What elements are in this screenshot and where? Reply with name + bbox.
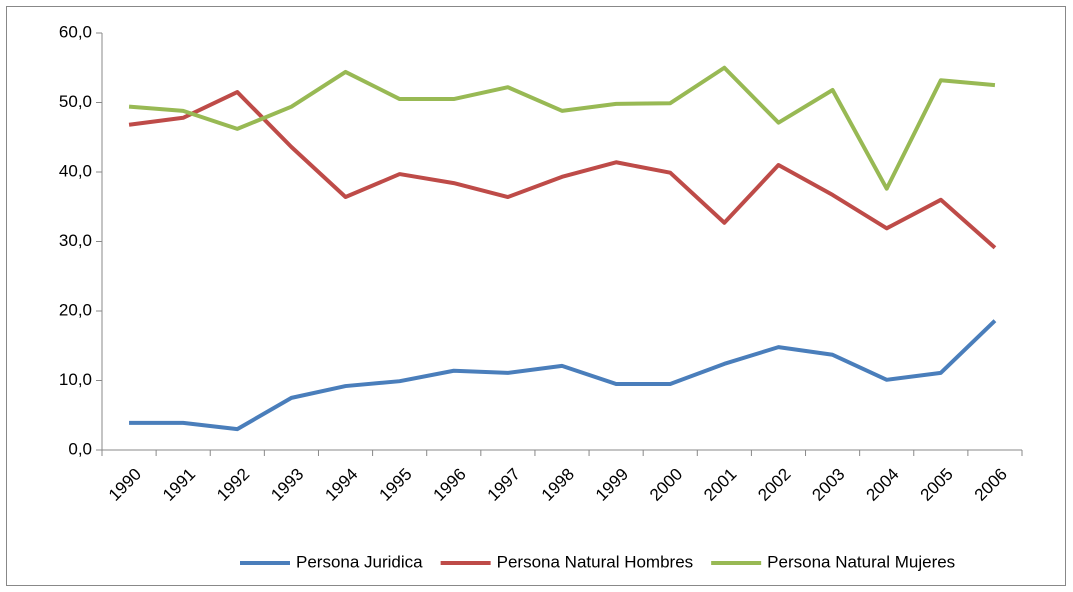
y-tick-label: 0,0 (68, 439, 92, 458)
x-tick-label: 1990 (105, 465, 145, 505)
x-tick-label: 1999 (592, 465, 632, 505)
x-tick-label: 1998 (538, 465, 578, 505)
x-tick-label: 2003 (808, 465, 848, 505)
x-tick-label: 2002 (754, 465, 794, 505)
series-line (128, 65, 996, 191)
x-tick-label: 2004 (863, 465, 903, 505)
y-tick-label: 40,0 (59, 161, 92, 180)
chart-border (6, 6, 1066, 586)
series-line (129, 319, 997, 432)
x-tick-label: 1995 (375, 465, 415, 505)
x-tick-label: 2001 (700, 465, 740, 505)
y-tick-label: 50,0 (59, 92, 92, 111)
series-line (128, 90, 997, 250)
x-tick-label: 1993 (267, 465, 307, 505)
y-tick-label: 20,0 (59, 300, 92, 319)
x-tick-label: 2005 (917, 465, 957, 505)
x-tick-label: 1996 (430, 465, 470, 505)
y-tick-label: 30,0 (59, 231, 92, 250)
legend-label: Persona Juridica (296, 552, 423, 571)
x-tick-label: 1994 (321, 465, 361, 505)
legend-label: Persona Natural Mujeres (767, 552, 955, 571)
x-tick-label: 2006 (971, 465, 1011, 505)
x-tick-label: 2000 (646, 465, 686, 505)
legend-label: Persona Natural Hombres (497, 552, 694, 571)
y-tick-label: 60,0 (59, 22, 92, 41)
x-tick-label: 1991 (159, 465, 199, 505)
y-tick-label: 10,0 (59, 370, 92, 389)
x-tick-label: 1997 (484, 465, 524, 505)
x-tick-label: 1992 (213, 465, 253, 505)
